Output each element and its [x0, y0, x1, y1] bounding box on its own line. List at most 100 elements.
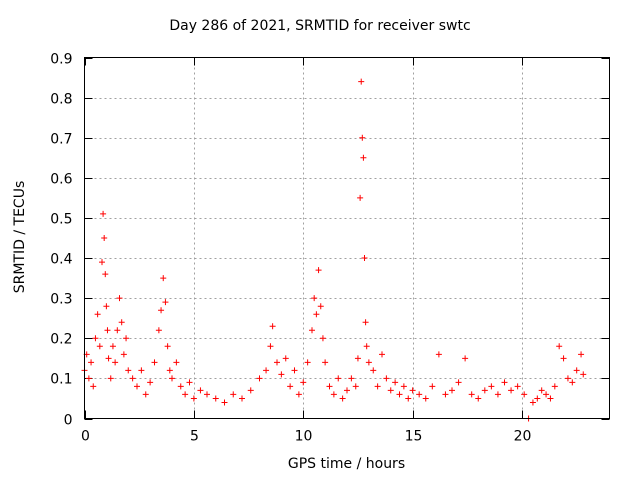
data-point: [379, 351, 385, 358]
data-point: [263, 367, 270, 374]
data-point: [363, 343, 370, 350]
data-point: [319, 335, 326, 342]
data-point: [177, 383, 184, 390]
data-point: [287, 383, 294, 390]
data-point: [173, 359, 180, 366]
data-point: [429, 383, 436, 390]
data-point: [462, 355, 469, 362]
data-point: [300, 379, 307, 386]
y-tick-label: 0.4: [50, 252, 72, 268]
x-tick-label: 5: [190, 429, 199, 445]
data-point: [360, 154, 367, 161]
x-tick-label: 20: [514, 429, 532, 445]
data-point: [104, 327, 111, 334]
data-point: [344, 387, 350, 394]
data-point: [221, 399, 228, 406]
data-point: [370, 367, 377, 374]
data-point: [125, 367, 132, 374]
data-point: [358, 78, 365, 85]
y-tick-label: 0.7: [50, 132, 72, 148]
data-point: [278, 371, 285, 378]
data-point: [274, 359, 280, 366]
data-point: [521, 391, 528, 398]
data-point: [547, 395, 554, 402]
data-point: [543, 391, 550, 398]
data-point: [551, 383, 558, 390]
y-tick-label: 0: [64, 413, 73, 429]
data-point: [239, 395, 245, 402]
data-point: [169, 375, 175, 382]
data-point: [365, 359, 372, 366]
data-point: [105, 355, 112, 362]
data-point: [362, 319, 369, 326]
data-point: [416, 391, 423, 398]
data-point: [348, 375, 355, 382]
data-point: [578, 351, 585, 358]
data-point: [422, 395, 429, 402]
data-point: [182, 391, 189, 398]
data-point: [204, 391, 210, 398]
data-point: [114, 327, 121, 334]
data-point: [85, 375, 92, 382]
data-point: [291, 367, 298, 374]
x-axis-label: GPS time / hours: [287, 456, 406, 472]
ticks-layer: 0 0.1 0.2 0.3 0.4 0.5 0.6 0.7 0.8 0.9 0 5 10 15 20: [50, 52, 610, 445]
data-point: [538, 387, 545, 394]
data-point: [475, 395, 482, 402]
data-point: [534, 395, 541, 402]
data-point: [142, 391, 149, 398]
data-point: [102, 271, 109, 278]
grid-layer: [84, 57, 610, 419]
data-point: [468, 391, 475, 398]
data-point: [392, 379, 399, 386]
data-point: [354, 355, 361, 362]
data-point: [313, 311, 320, 318]
data-point: [494, 391, 501, 398]
data-point: [256, 375, 263, 382]
data-point: [162, 299, 169, 306]
data-point: [396, 391, 403, 398]
data-point: [90, 383, 97, 390]
data-point: [374, 383, 381, 390]
data-point: [501, 379, 508, 386]
data-point: [164, 343, 171, 350]
data-point: [435, 351, 442, 358]
data-point: [212, 395, 219, 402]
data-point: [383, 375, 390, 382]
data-point: [326, 383, 333, 390]
data-point: [352, 383, 359, 390]
data-point: [335, 375, 342, 382]
data-point: [556, 343, 563, 350]
data-point: [138, 367, 145, 374]
data-point: [339, 395, 346, 402]
data-point: [120, 351, 127, 358]
data-point: [88, 359, 95, 366]
data-point: [116, 295, 123, 302]
data-point: [442, 391, 449, 398]
data-point: [107, 375, 114, 382]
data-point: [190, 395, 197, 402]
y-tick-label: 0.8: [50, 92, 72, 108]
data-point: [94, 311, 101, 318]
points-layer: [81, 78, 587, 422]
data-point: [514, 383, 521, 390]
x-tick-label: 15: [405, 429, 423, 445]
data-point: [322, 359, 329, 366]
data-point: [147, 379, 154, 386]
data-point: [166, 367, 173, 374]
data-point: [311, 295, 318, 302]
data-point: [317, 303, 324, 310]
data-point: [564, 375, 571, 382]
plot-frame: [84, 57, 610, 419]
data-point: [100, 210, 107, 217]
data-point: [449, 387, 455, 394]
data-point: [186, 379, 193, 386]
y-tick-label: 0.5: [50, 212, 72, 228]
data-point: [96, 343, 103, 350]
data-point: [409, 387, 416, 394]
x-tick-label: 10: [295, 429, 313, 445]
data-point: [151, 359, 158, 366]
y-tick-label: 0.3: [50, 292, 72, 308]
data-point: [481, 387, 488, 394]
